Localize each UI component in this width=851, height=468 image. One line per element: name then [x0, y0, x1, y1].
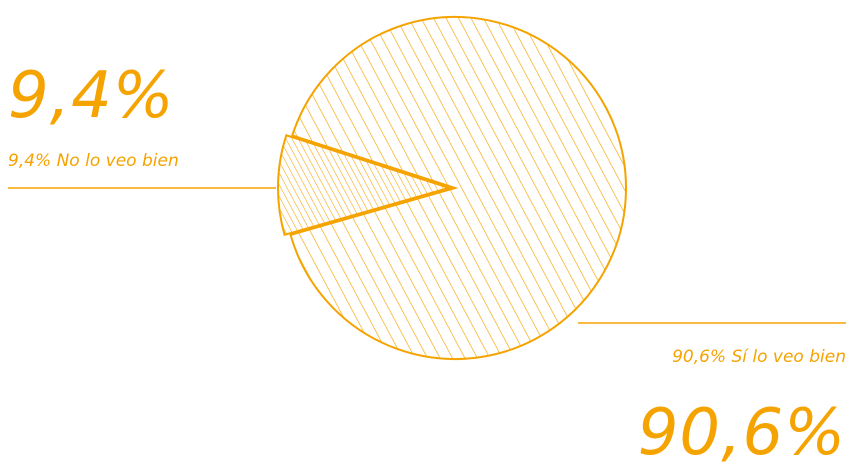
- percent-label-si-lo-veo-bien: 90,6%: [638, 396, 846, 468]
- leader-lines: [8, 187, 846, 324]
- percent-label-no-lo-veo-bien: 9,4%: [8, 59, 175, 133]
- pie-slice-si-lo-veo-bien: [289, 16, 627, 360]
- legend-label-si-lo-veo-bien: 90,6% Sí lo veo bien: [672, 347, 846, 367]
- pie-slices: [277, 16, 627, 360]
- pie-slice-no-lo-veo-bien: [277, 134, 453, 237]
- pie-labels: 9,4% 9,4% No lo veo bien 90,6% Sí lo veo b…: [8, 59, 846, 468]
- legend-label-no-lo-veo-bien: 9,4% No lo veo bien: [8, 151, 179, 171]
